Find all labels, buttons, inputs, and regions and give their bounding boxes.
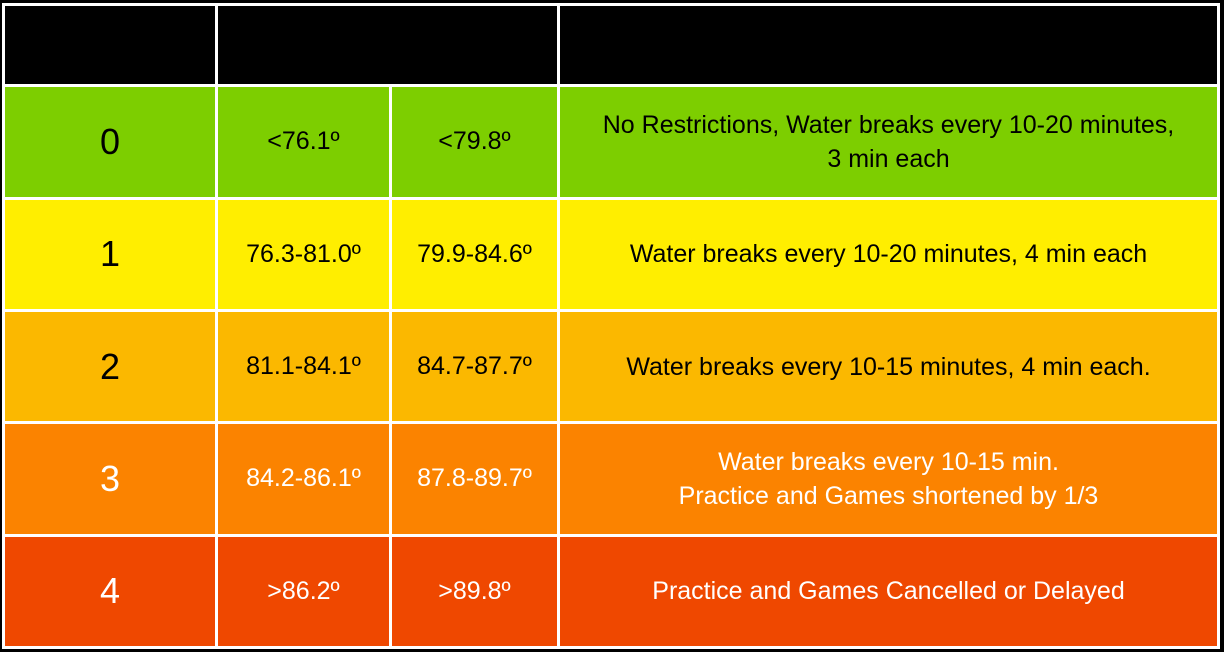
range-a-cell: 84.2-86.1º	[218, 424, 389, 534]
level-cell: 2	[5, 311, 215, 422]
header-row	[5, 6, 1217, 85]
level-cell: 4	[5, 536, 215, 646]
range-a-cell: <76.1º	[218, 87, 389, 197]
action-cell: Water breaks every 10-20 minutes, 4 min …	[560, 199, 1217, 309]
range-a-cell: 76.3-81.0º	[218, 199, 389, 309]
level-cell: 1	[5, 199, 215, 309]
table-row: 0 <76.1º <79.8º No Restrictions, Water b…	[5, 87, 1217, 197]
action-cell: Practice and Games Cancelled or Delayed	[560, 536, 1217, 646]
range-a-cell: >86.2º	[218, 536, 389, 646]
level-cell: 0	[5, 87, 215, 197]
action-text: No Restrictions, Water breaks every 10-2…	[602, 110, 1175, 173]
range-b-cell: <79.8º	[392, 87, 557, 197]
level-cell: 3	[5, 424, 215, 534]
range-b-cell: >89.8º	[392, 536, 557, 646]
heat-policy-table: 0 <76.1º <79.8º No Restrictions, Water b…	[2, 3, 1220, 649]
range-b-cell: 87.8-89.7º	[392, 424, 557, 534]
range-b-cell: 84.7-87.7º	[392, 311, 557, 422]
action-line-2: Practice and Games shortened by 1/3	[678, 481, 1099, 510]
header-wbgt	[218, 6, 557, 85]
table-row: 2 81.1-84.1º 84.7-87.7º Water breaks eve…	[5, 311, 1217, 422]
table-row: 1 76.3-81.0º 79.9-84.6º Water breaks eve…	[5, 199, 1217, 309]
action-cell: Water breaks every 10-15 min. Practice a…	[560, 424, 1217, 534]
table-row: 3 84.2-86.1º 87.8-89.7º Water breaks eve…	[5, 424, 1217, 534]
range-a-cell: 81.1-84.1º	[218, 311, 389, 422]
header-level	[5, 6, 215, 85]
range-b-cell: 79.9-84.6º	[392, 199, 557, 309]
action-cell: No Restrictions, Water breaks every 10-2…	[560, 87, 1217, 197]
header-activity	[560, 6, 1217, 85]
table-row: 4 >86.2º >89.8º Practice and Games Cance…	[5, 536, 1217, 646]
action-line-1: Water breaks every 10-15 min.	[718, 447, 1059, 476]
action-cell: Water breaks every 10-15 minutes, 4 min …	[560, 311, 1217, 422]
